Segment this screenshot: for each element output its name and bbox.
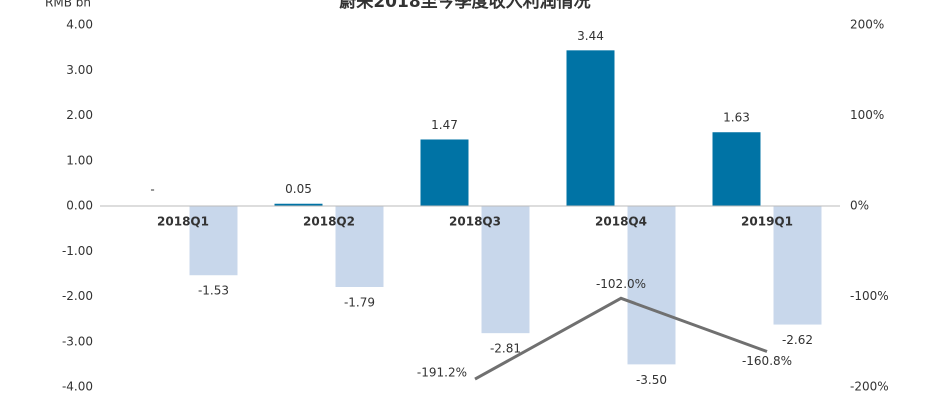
data-label: -102.0% — [596, 277, 646, 291]
y-tick-label: -1.00 — [62, 244, 93, 258]
data-label: -1.53 — [198, 284, 229, 298]
line — [474, 296, 768, 381]
data-label: -160.8% — [742, 354, 792, 368]
x-tick-label: 2018Q4 — [595, 215, 647, 229]
y-tick-label: -4.00 — [62, 380, 93, 394]
data-label: 1.63 — [723, 111, 750, 125]
y-axis-label: RMB bn — [45, 0, 91, 10]
bar — [274, 203, 323, 206]
bar — [566, 50, 615, 207]
x-tick-label: 2018Q1 — [157, 215, 209, 229]
data-label: 1.47 — [431, 118, 458, 132]
data-label: - — [150, 183, 154, 197]
data-label: -1.79 — [344, 295, 375, 309]
chart-title: 蔚来2018至今季度收入利润情况 — [339, 0, 590, 12]
data-label: -3.50 — [636, 373, 667, 387]
y-tick-label: 1.00 — [66, 153, 93, 167]
y2-tick-label: 100% — [850, 108, 884, 122]
data-label: -2.62 — [782, 333, 813, 347]
bar — [335, 206, 384, 287]
y-tick-label: 3.00 — [66, 63, 93, 77]
bar — [773, 206, 822, 325]
data-label: -2.81 — [490, 342, 521, 356]
data-label: 3.44 — [577, 29, 604, 43]
bar — [627, 206, 676, 365]
y2-tick-label: 0% — [850, 199, 869, 213]
y-tick-label: 2.00 — [66, 108, 93, 122]
data-label: 0.05 — [285, 182, 312, 196]
x-tick-label: 2018Q2 — [303, 215, 355, 229]
x-tick-label: 2018Q3 — [449, 215, 501, 229]
y-tick-label: 0.00 — [66, 199, 93, 213]
bar — [420, 139, 469, 206]
data-label: -191.2% — [417, 366, 467, 380]
y2-tick-label: -200% — [850, 380, 889, 394]
y2-tick-label: 200% — [850, 18, 884, 32]
bar — [712, 132, 761, 206]
y-tick-label: -3.00 — [62, 334, 93, 348]
y2-tick-label: -100% — [850, 289, 889, 303]
bar — [189, 206, 238, 276]
x-tick-label: 2019Q1 — [741, 215, 793, 229]
y-tick-label: 4.00 — [66, 18, 93, 32]
y-tick-label: -2.00 — [62, 289, 93, 303]
bar — [481, 206, 530, 334]
